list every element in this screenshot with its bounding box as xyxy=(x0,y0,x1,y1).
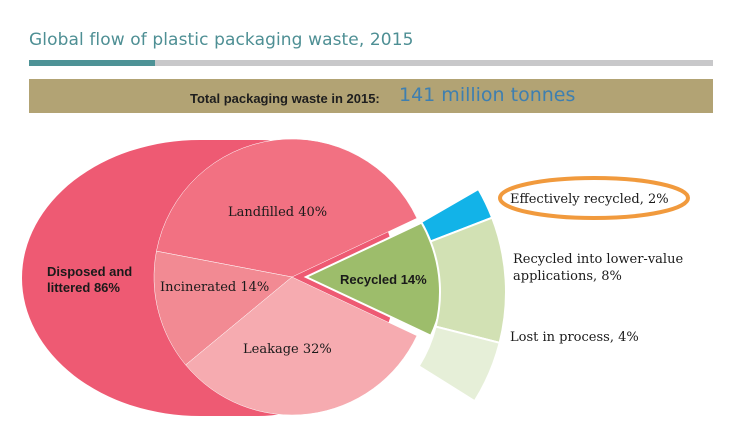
label-effectively-recycled: Effectively recycled, 2% xyxy=(510,192,669,207)
highlight-ring xyxy=(498,176,690,220)
banner-label: Total packaging waste in 2015: xyxy=(190,91,380,106)
label-disposed-line1: Disposed and xyxy=(47,264,132,279)
label-recycled: Recycled 14% xyxy=(340,272,427,287)
label-disposed-line2: littered 86% xyxy=(47,280,120,295)
title-rule-accent xyxy=(29,60,155,66)
title-rule xyxy=(29,60,713,66)
label-lost-in-process: Lost in process, 4% xyxy=(510,330,639,345)
banner-value: 141 million tonnes xyxy=(399,84,576,106)
slice-effectively-recycled xyxy=(419,187,494,243)
label-landfilled: Landfilled 40% xyxy=(228,205,327,220)
label-incinerated: Incinerated 14% xyxy=(160,280,269,295)
slice-lower-value xyxy=(429,216,507,345)
slice-leakage xyxy=(185,276,418,416)
label-leakage: Leakage 32% xyxy=(243,342,332,357)
slice-incinerated xyxy=(153,250,293,366)
slice-landfilled xyxy=(156,138,418,278)
label-lower-value-line1: Recycled into lower-value xyxy=(513,252,683,267)
label-lower-value-line2: applications, 8% xyxy=(513,269,622,284)
slice-lost-in-process xyxy=(417,325,501,403)
chart-title: Global flow of plastic packaging waste, … xyxy=(29,30,414,50)
total-banner: Total packaging waste in 2015: 141 milli… xyxy=(29,79,713,113)
